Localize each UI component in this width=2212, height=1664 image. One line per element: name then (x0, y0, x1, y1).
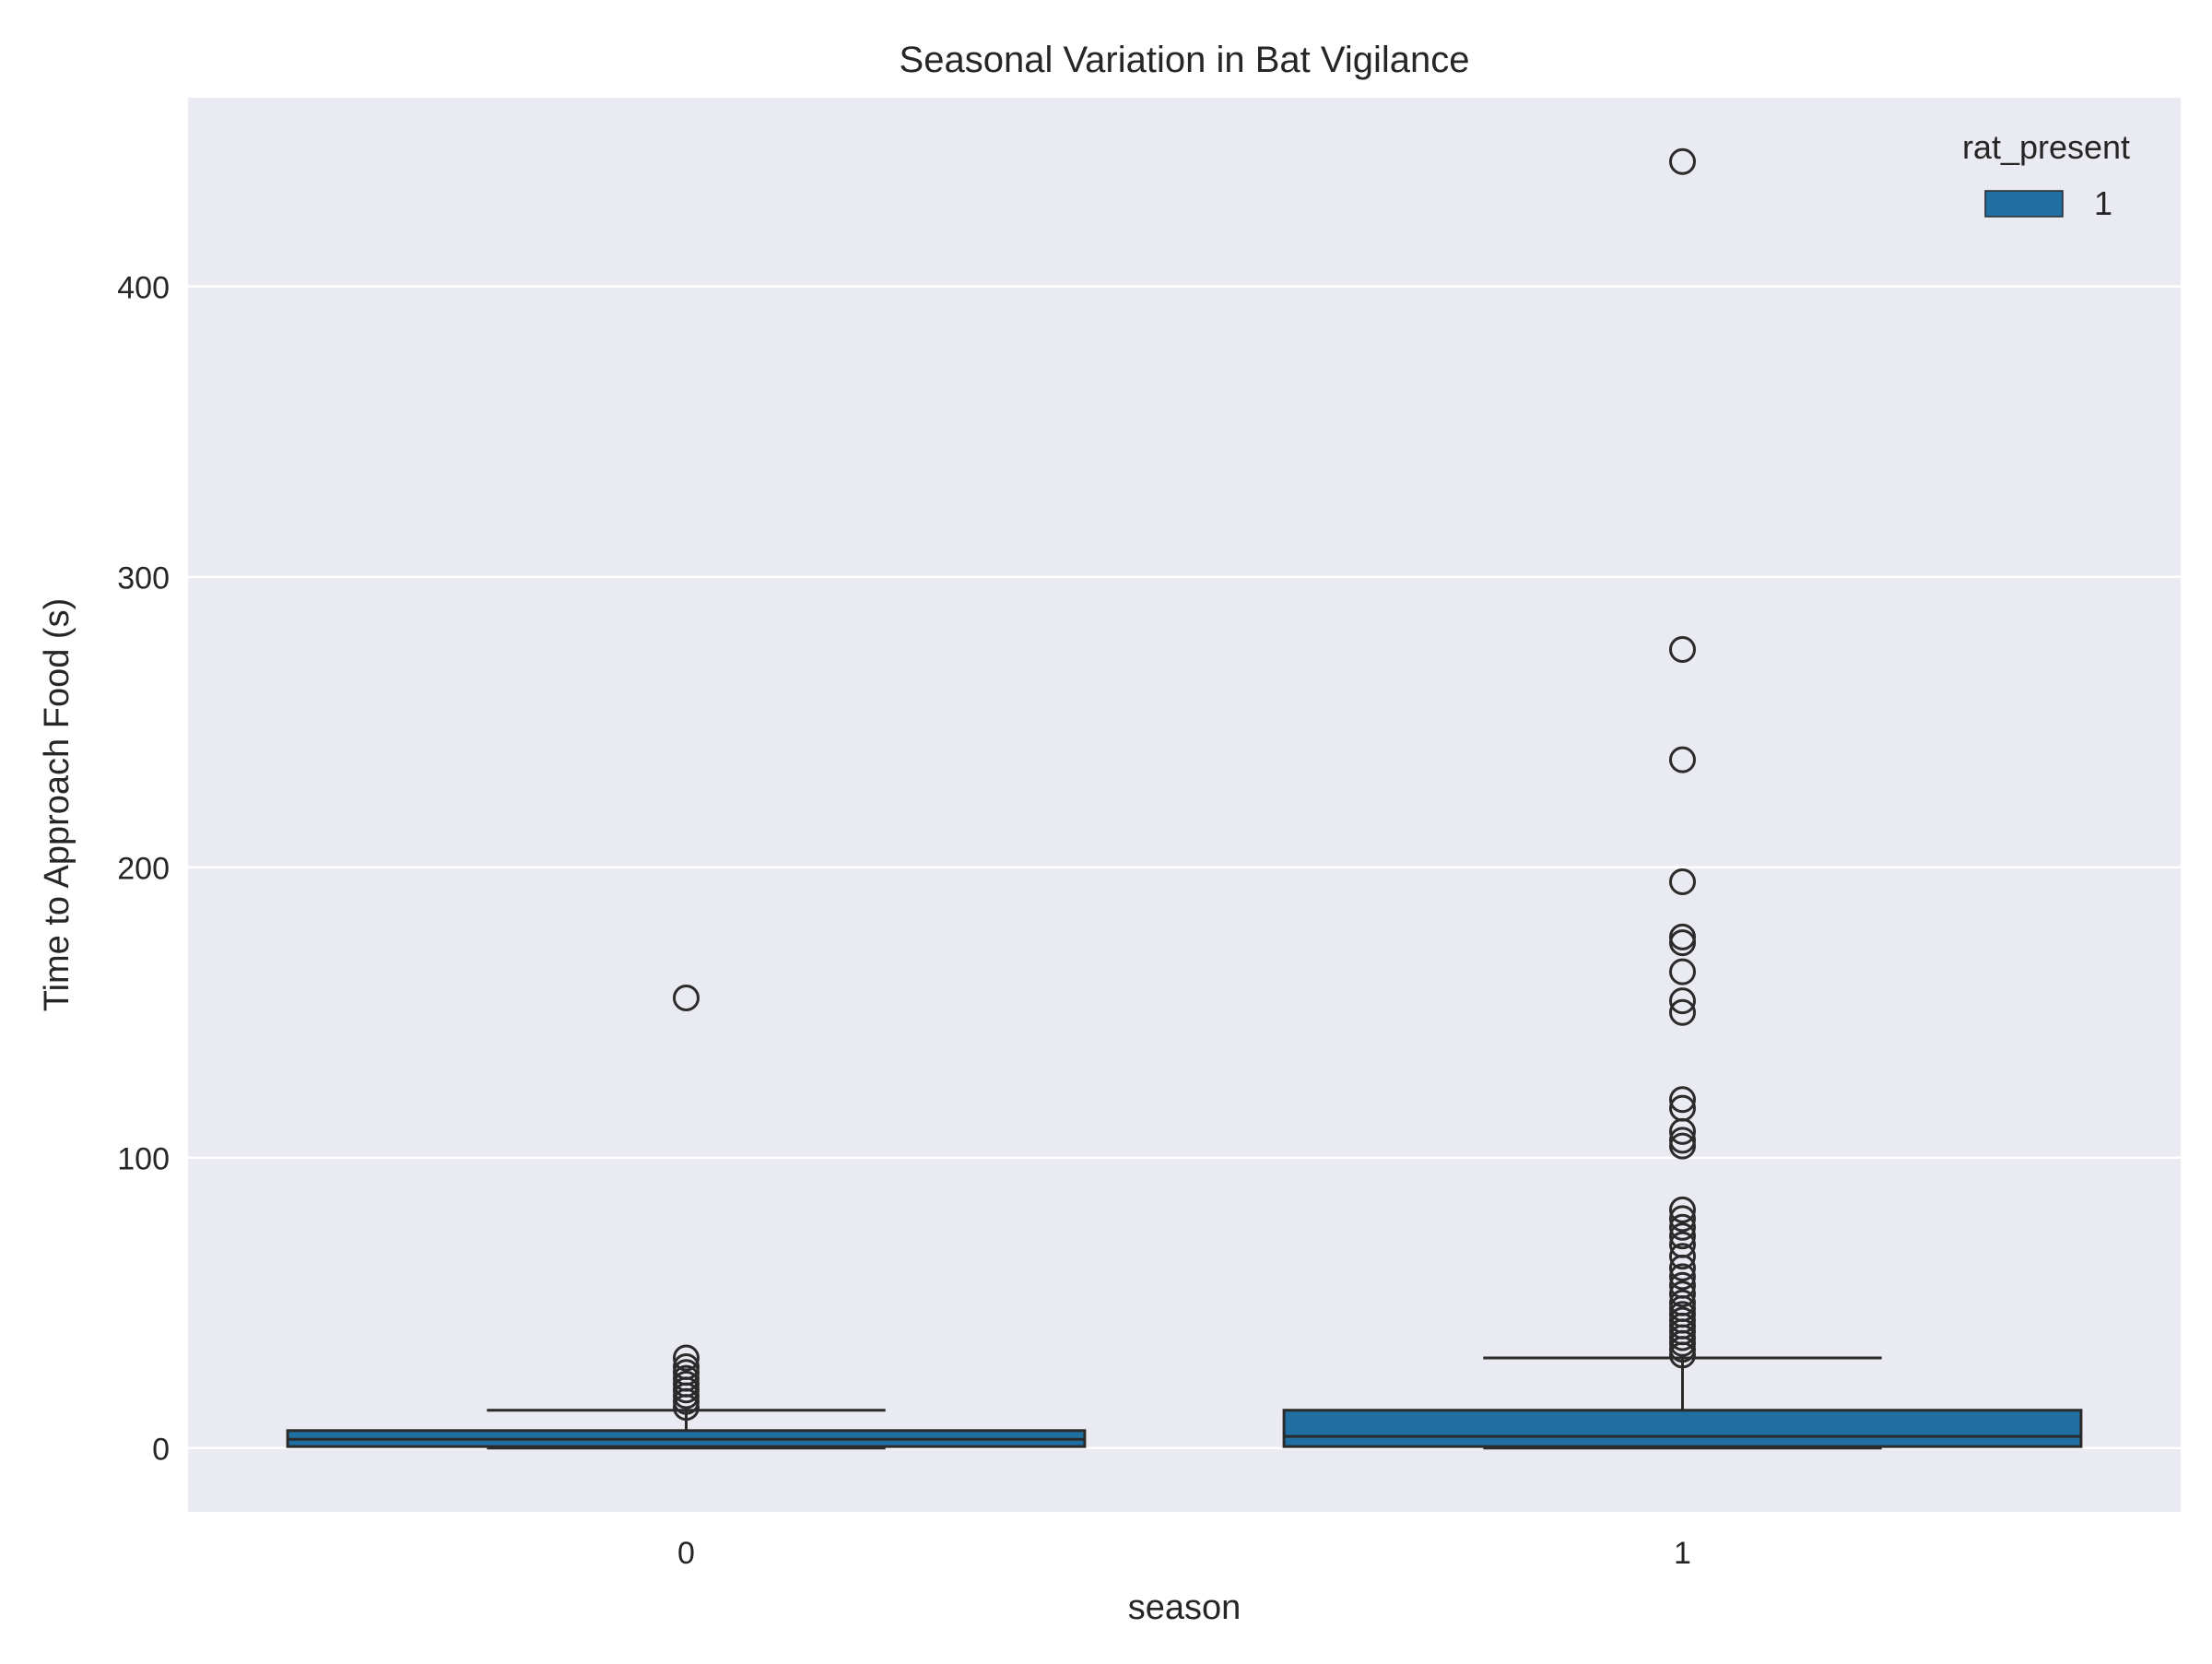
box-group (1282, 1356, 2083, 1450)
y-tick-label: 200 (117, 852, 170, 887)
y-tick-label: 300 (117, 561, 170, 596)
outlier-point (1669, 1222, 1696, 1250)
legend-title: rat_present (1962, 128, 2130, 166)
outlier-point (1669, 987, 1696, 1015)
boxes (286, 1356, 2083, 1450)
outlier-point (1669, 1231, 1696, 1258)
y-tick-label: 400 (117, 271, 170, 306)
outlier-point (673, 1344, 700, 1372)
outlier-point (1669, 1127, 1696, 1154)
iqr-box (1282, 1409, 2083, 1448)
outlier-point (1669, 998, 1696, 1026)
outlier-point (1669, 1271, 1696, 1299)
y-tick-label: 0 (152, 1433, 170, 1468)
outlier-point (1669, 958, 1696, 985)
box-group (286, 1409, 1087, 1450)
outlier-point (1669, 746, 1696, 773)
chart-title: Seasonal Variation in Bat Vigilance (900, 40, 1470, 80)
outlier-point (1669, 867, 1696, 895)
outlier-point (1669, 1205, 1696, 1233)
x-tick-label: 1 (1674, 1536, 1691, 1571)
outlier-point (1669, 1196, 1696, 1223)
outlier-point (1669, 1263, 1696, 1291)
outlier-point (1669, 923, 1696, 950)
legend-entry-label: 1 (2094, 184, 2112, 222)
outliers (673, 148, 1696, 1422)
outlier-point (1669, 1280, 1696, 1308)
outlier-point (673, 1353, 700, 1381)
outlier-point (1669, 1094, 1696, 1122)
legend-swatch (1984, 190, 2064, 218)
outlier-point (1669, 148, 1696, 175)
outlier-point (1669, 1243, 1696, 1270)
outlier-point (1669, 1086, 1696, 1114)
plot-area (188, 98, 2181, 1512)
outlier-point (1669, 1289, 1696, 1316)
legend: rat_present 1 (1962, 128, 2130, 222)
outlier-point (1669, 635, 1696, 663)
outlier-point (1669, 1213, 1696, 1241)
y-tick-label: 100 (117, 1142, 170, 1177)
x-tick-label: 0 (677, 1536, 695, 1571)
x-axis-label: season (1128, 1588, 1241, 1627)
outlier-point (673, 984, 700, 1011)
y-axis-label: Time to Approach Food (s) (38, 598, 76, 1011)
y-tick-labels: 0 100 200 300 400 (117, 271, 170, 1468)
